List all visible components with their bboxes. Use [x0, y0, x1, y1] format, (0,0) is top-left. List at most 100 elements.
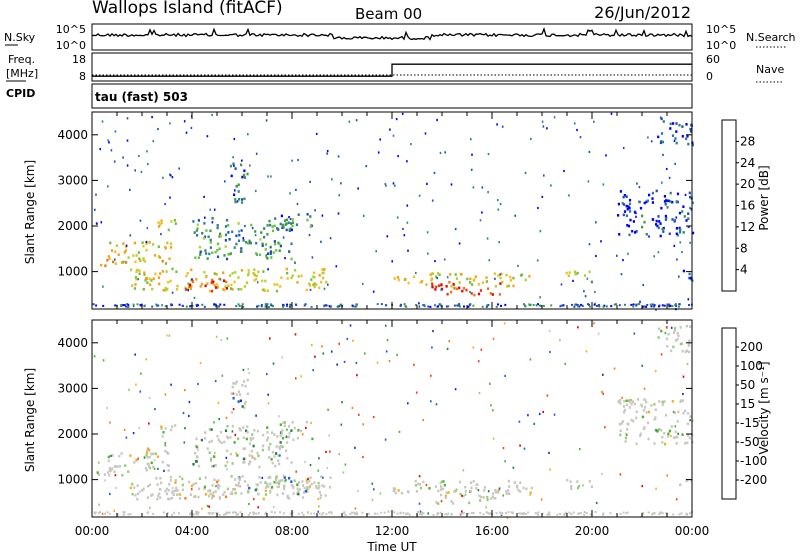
heatmap-cell — [255, 189, 257, 193]
heatmap-cell — [225, 512, 228, 515]
heatmap-cell — [681, 135, 684, 138]
heatmap-cell — [683, 215, 686, 218]
heatmap-cell — [623, 194, 626, 197]
heatmap-cell — [509, 279, 512, 282]
heatmap-cell — [541, 195, 544, 198]
heatmap-cell — [579, 448, 581, 451]
heatmap-cell — [170, 246, 173, 249]
heatmap-cell — [111, 454, 114, 457]
heatmap-cell — [252, 511, 255, 514]
heatmap-cell — [233, 246, 236, 249]
heatmap-cell — [129, 513, 132, 516]
heatmap-cell — [603, 304, 606, 307]
heatmap-cell — [550, 304, 553, 307]
heatmap-cell — [124, 464, 127, 467]
heatmap-cell — [296, 281, 299, 284]
heatmap-cell — [583, 290, 585, 293]
heatmap-cell — [565, 511, 568, 514]
heatmap-cell — [300, 429, 303, 433]
heatmap-cell — [661, 227, 664, 231]
heatmap-cell — [502, 494, 505, 497]
heatmap-cell — [654, 408, 657, 411]
heatmap-cell — [161, 304, 163, 307]
heatmap-cell — [270, 458, 273, 461]
heatmap-cell — [216, 248, 219, 252]
heatmap-cell — [149, 277, 152, 281]
heatmap-cell — [265, 511, 267, 514]
heatmap-cell — [439, 511, 442, 514]
heatmap-cell — [239, 485, 242, 488]
heatmap-cell — [343, 360, 346, 363]
heatmap-cell — [234, 167, 237, 170]
heatmap-cell — [274, 242, 277, 246]
heatmap-cell — [619, 190, 622, 193]
heatmap-cell — [678, 123, 681, 127]
heatmap-cell — [454, 273, 457, 276]
heatmap-cell — [367, 512, 370, 515]
heatmap-cell — [282, 305, 284, 308]
heatmap-cell — [112, 260, 115, 264]
heatmap-cell — [442, 480, 445, 483]
heatmap-cell — [323, 268, 326, 271]
heatmap-cell — [243, 176, 247, 179]
heatmap-cell — [619, 433, 622, 437]
heatmap-cell — [223, 303, 226, 306]
heatmap-cell — [459, 272, 462, 276]
heatmap-cell — [516, 484, 519, 488]
freq-unit-label: [MHz] — [6, 67, 38, 80]
heatmap-cell — [469, 303, 472, 306]
heatmap-cell — [128, 388, 130, 391]
heatmap-cell — [182, 411, 185, 415]
heatmap-cell — [197, 512, 200, 514]
heatmap-cell — [148, 465, 151, 469]
heatmap-cell — [410, 143, 412, 146]
heatmap-cell — [627, 205, 630, 209]
heatmap-cell — [639, 434, 642, 437]
heatmap-cell — [215, 286, 218, 289]
heatmap-cell — [204, 431, 207, 434]
heatmap-cell — [494, 488, 497, 492]
heatmap-cell — [257, 304, 260, 307]
heatmap-cell — [351, 406, 354, 409]
heatmap-cell — [230, 475, 233, 478]
heatmap-cell — [645, 200, 648, 204]
heatmap-cell — [139, 390, 142, 393]
heatmap-cell — [233, 280, 236, 284]
heatmap-cell — [231, 424, 234, 428]
heatmap-cell — [224, 429, 228, 432]
heatmap-cell — [267, 448, 270, 451]
heatmap-cell — [371, 498, 374, 501]
heatmap-cell — [502, 447, 505, 450]
heatmap-cell — [427, 512, 429, 515]
heatmap-cell — [655, 189, 658, 193]
heatmap-cell — [689, 241, 691, 244]
heatmap-cell — [206, 447, 209, 450]
heatmap-cell — [107, 255, 110, 258]
heatmap-cell — [211, 496, 214, 500]
heatmap-cell — [241, 383, 244, 387]
heatmap-cell — [478, 494, 481, 498]
heatmap-cell — [246, 392, 249, 396]
heatmap-cell — [266, 224, 269, 227]
power-frame — [91, 111, 693, 310]
heatmap-cell — [338, 453, 340, 456]
heatmap-cell — [444, 494, 447, 498]
heatmap-cell — [288, 432, 291, 435]
heatmap-cell — [681, 125, 684, 128]
heatmap-cell — [625, 512, 628, 515]
heatmap-cell — [469, 277, 472, 281]
heatmap-cell — [498, 241, 500, 244]
heatmap-cell — [431, 346, 433, 349]
heatmap-cell — [129, 454, 132, 457]
heatmap-cell — [435, 285, 438, 289]
heatmap-cell — [284, 257, 286, 260]
heatmap-cell — [461, 494, 463, 497]
heatmap-cell — [203, 195, 205, 198]
velocity-frame — [91, 319, 693, 518]
heatmap-cell — [583, 513, 586, 516]
heatmap-cell — [206, 282, 209, 285]
heatmap-cell — [278, 462, 281, 466]
heatmap-cell — [169, 475, 173, 479]
heatmap-cell — [282, 304, 285, 307]
heatmap-cell — [238, 304, 241, 307]
